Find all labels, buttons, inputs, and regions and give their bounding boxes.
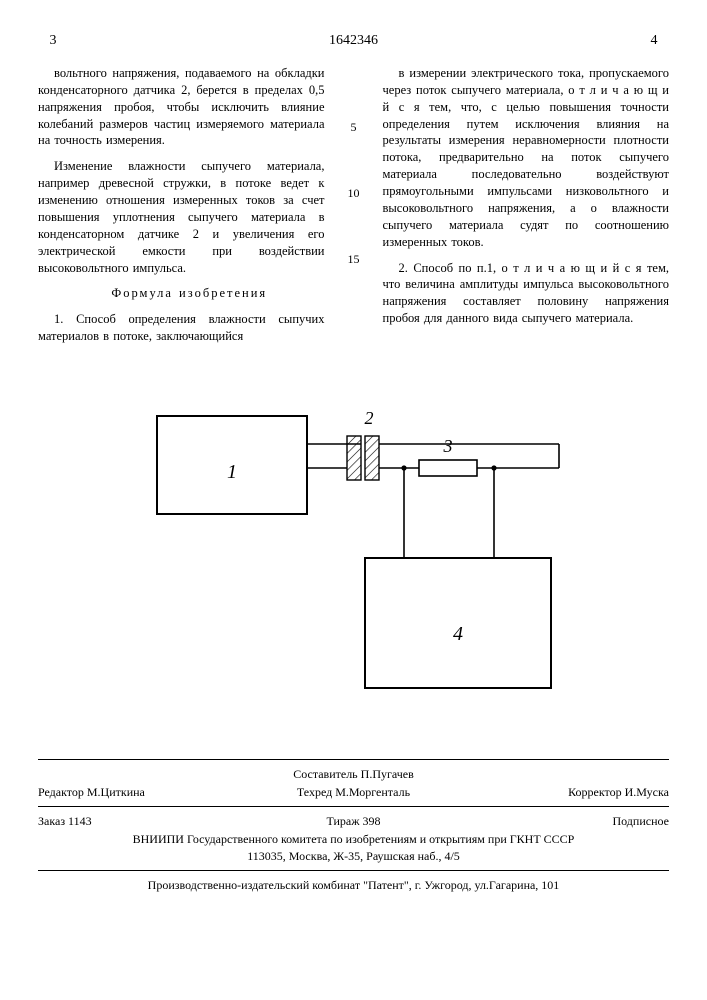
- line-10: 10: [347, 185, 361, 201]
- label-4: 4: [453, 623, 463, 645]
- techred-cell: Техред М.Моргенталь: [248, 784, 458, 800]
- label-3: 3: [442, 436, 452, 456]
- line-5: 5: [347, 119, 361, 135]
- text-columns: вольтного напряжения, подаваемого на обк…: [38, 65, 669, 354]
- label-2: 2: [364, 408, 373, 428]
- order-number: Заказ 1143: [38, 813, 248, 829]
- footer: Составитель П.Пугачев Редактор М.Циткина…: [38, 759, 669, 893]
- credits-row-1: Составитель П.Пугачев: [38, 766, 669, 782]
- formula-heading: Формула изобретения: [38, 285, 325, 302]
- order-row: Заказ 1143 Тираж 398 Подписное: [38, 813, 669, 829]
- editor-cell: [38, 766, 248, 782]
- sensor-plate-right: [365, 436, 379, 480]
- blank-cell: [459, 766, 669, 782]
- schematic-svg: 1 2 3 4: [139, 398, 569, 718]
- editor-cell: Редактор М.Циткина: [38, 784, 248, 800]
- left-p2: Изменение влажности сыпучего материала, …: [38, 158, 325, 276]
- printer-line: Производственно-издательский комбинат "П…: [38, 877, 669, 893]
- line-numbers: 5 10 15: [347, 65, 361, 354]
- credits-row-2: Редактор М.Циткина Техред М.Моргенталь К…: [38, 784, 669, 800]
- page-number-right: 4: [639, 32, 669, 51]
- corrector-cell: Корректор И.Муска: [459, 784, 669, 800]
- address-line: 113035, Москва, Ж-35, Раушская наб., 4/5: [38, 848, 669, 864]
- left-p3: 1. Способ определения влажности сыпучих …: [38, 311, 325, 345]
- divider: [38, 759, 669, 760]
- subscription: Подписное: [459, 813, 669, 829]
- line-15: 15: [347, 251, 361, 267]
- org-line: ВНИИПИ Государственного комитета по изоб…: [38, 831, 669, 847]
- circulation: Тираж 398: [248, 813, 458, 829]
- right-p2: 2. Способ по п.1, о т л и ч а ю щ и й с …: [383, 260, 670, 328]
- left-p1: вольтного напряжения, подаваемого на обк…: [38, 65, 325, 149]
- compiler-cell: Составитель П.Пугачев: [248, 766, 458, 782]
- sensor-plate-left: [347, 436, 361, 480]
- right-p1: в измерении электрического тока, пропуск…: [383, 65, 670, 251]
- left-column: вольтного напряжения, подаваемого на обк…: [38, 65, 325, 354]
- schematic-figure: 1 2 3 4: [139, 398, 569, 723]
- page-number-left: 3: [38, 32, 68, 51]
- label-1: 1: [227, 461, 237, 483]
- right-column: в измерении электрического тока, пропуск…: [383, 65, 670, 354]
- resistor-3: [419, 460, 477, 476]
- divider: [38, 806, 669, 807]
- divider: [38, 870, 669, 871]
- patent-number: 1642346: [304, 32, 404, 51]
- page-header: 3 1642346 4: [38, 32, 669, 51]
